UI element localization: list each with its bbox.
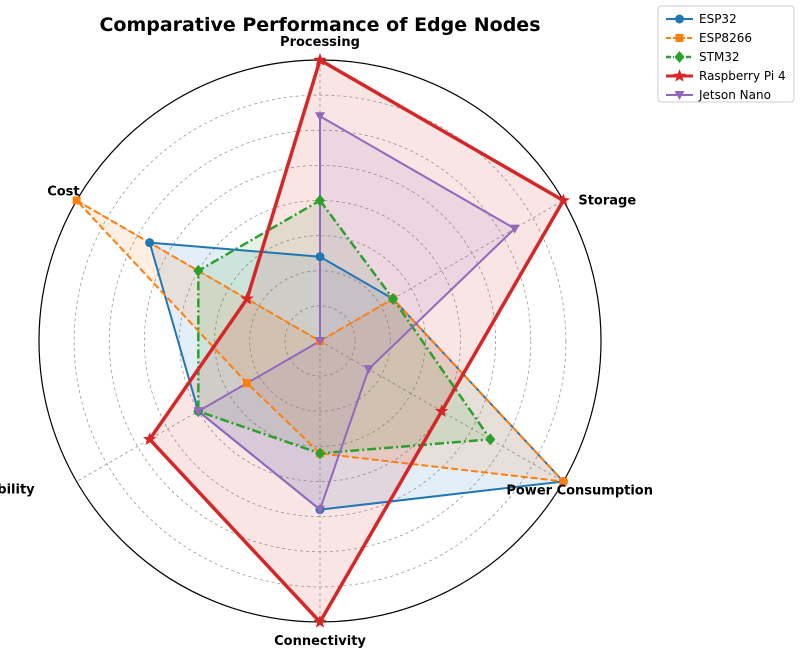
data-point-esp8266 [559, 477, 568, 486]
legend-label-esp32: ESP32 [699, 12, 737, 26]
grid-ring [143, 164, 497, 518]
data-point-jetson-nano [315, 337, 325, 346]
grid-ring [73, 94, 567, 588]
series-fill-stm32 [198, 200, 491, 454]
data-point-esp8266 [242, 379, 251, 388]
axis-label: Cost [47, 185, 79, 200]
grid-ring [284, 305, 356, 377]
axis-label: Storage [578, 194, 636, 209]
chart-title: Comparative Performance of Edge Nodes [99, 14, 540, 36]
data-point-stm32 [485, 433, 496, 446]
data-point-jetson-nano [363, 365, 374, 375]
legend-marker-esp32 [675, 14, 684, 24]
data-point-jetson-nano [315, 112, 325, 122]
data-point-jetson-nano [193, 407, 204, 417]
axis-label: Processing [280, 35, 360, 50]
legend-marker-esp8266 [675, 34, 684, 42]
data-point-raspberry-pi-4 [556, 193, 571, 207]
series-markers [72, 53, 571, 628]
grid-ring [214, 235, 426, 447]
legend-marker-raspberry-pi-4 [672, 69, 687, 82]
grid-spoke [319, 200, 564, 342]
data-point-stm32 [315, 194, 325, 207]
legend: ESP32 ESP8266 STM32 Raspberry Pi 4 Jetson Na… [657, 5, 795, 103]
data-point-stm32 [388, 292, 399, 305]
series-fill-jetson-nano [198, 116, 515, 510]
axis-label: Scalability [0, 483, 35, 498]
axis-label: Power Consumption [506, 484, 653, 499]
axis-label: Connectivity [274, 634, 366, 649]
data-point-esp32 [145, 238, 155, 248]
legend-box [657, 5, 795, 103]
data-point-stm32 [315, 447, 325, 460]
axis-labels: Processing Storage Power Consumption Connec… [0, 35, 653, 649]
data-point-raspberry-pi-4 [435, 404, 449, 417]
data-point-jetson-nano [315, 505, 325, 515]
data-point-jetson-nano [509, 224, 520, 234]
data-point-raspberry-pi-4 [313, 53, 327, 66]
data-point-esp8266 [72, 196, 81, 205]
data-point-raspberry-pi-4 [240, 291, 254, 305]
series-fill-raspberry-pi-4 [149, 60, 564, 622]
legend-marker-stm32 [674, 51, 685, 63]
legend-label-stm32: STM32 [699, 50, 740, 64]
legend-marker-jetson-nano [674, 91, 685, 100]
legend-label-raspberry-pi-4: Raspberry Pi 4 [699, 69, 786, 83]
legend-label-esp8266: ESP8266 [699, 31, 752, 45]
data-point-stm32 [193, 264, 204, 277]
data-point-esp32 [315, 252, 325, 262]
data-point-raspberry-pi-4 [142, 432, 157, 446]
legend-label-jetson-nano: Jetson Nano [698, 88, 771, 102]
data-point-raspberry-pi-4 [313, 615, 327, 628]
